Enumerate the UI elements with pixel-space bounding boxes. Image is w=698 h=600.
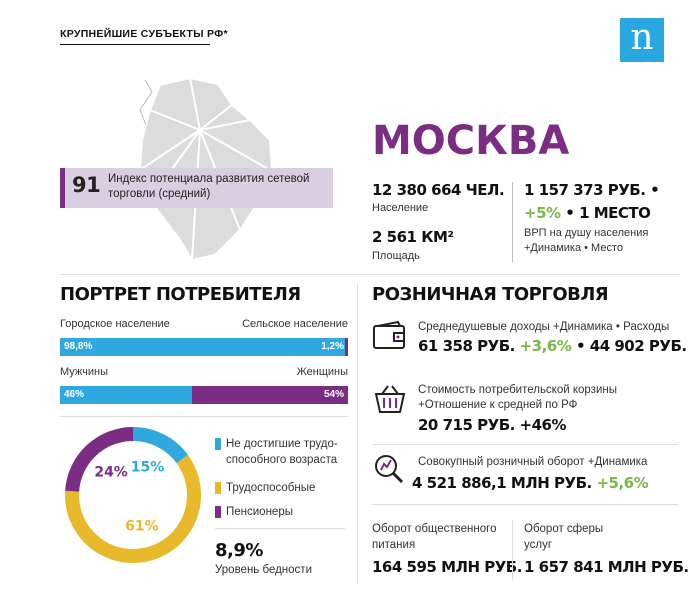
basket-label: Стоимость потребительской корзины — [418, 384, 617, 396]
turnover-label: Совокупный розничный оборот +Динамика — [418, 456, 648, 468]
poverty-label: Уровень бедности — [215, 564, 312, 576]
catering-label-2: питания — [372, 539, 416, 551]
basket-value: 20 715 РУБ. +46% — [418, 416, 567, 434]
slice-young — [133, 427, 189, 464]
population-value: 12 380 664 ЧЕЛ. — [372, 181, 505, 199]
population-label: Население — [372, 202, 429, 214]
urban-pct: 98,8% — [64, 341, 93, 352]
index-value: 91 — [72, 173, 101, 197]
catering-value: 164 595 МЛН РУБ. — [372, 558, 522, 576]
index-label: Индекс потенциала развития сетевой торго… — [108, 173, 310, 200]
column-divider — [357, 284, 358, 584]
poverty-value: 8,9% — [215, 540, 263, 561]
basket-label-2: +Отношение к средней по РФ — [418, 399, 578, 411]
legend-young: Не достигшие трудо- способного возраста — [226, 436, 338, 468]
services-value: 1 657 841 МЛН РУБ. — [524, 558, 689, 576]
area-label: Площадь — [372, 250, 420, 262]
grp-place: • 1 МЕСТО — [565, 204, 651, 222]
slice-working — [65, 455, 201, 563]
income-label: Среднедушевые доходы +Динамика • Расходы — [418, 321, 670, 333]
index-box — [60, 168, 333, 208]
female-label: Женщины — [296, 366, 348, 378]
grp-label: ВРП на душу населения — [524, 227, 649, 239]
rural-pct: 1,2% — [321, 341, 344, 352]
area-value: 2 561 КМ² — [372, 228, 454, 246]
turnover-row: 4 521 886,1 МЛН РУБ. +5,6% — [412, 474, 649, 492]
slice-pension — [65, 427, 133, 492]
income-spend: • 44 902 РУБ. — [575, 337, 687, 355]
female-pct: 54% — [323, 389, 344, 400]
legend-divider — [215, 528, 345, 529]
turnover-growth: +5,6% — [596, 474, 649, 492]
slice-label-pension: 24% — [94, 465, 128, 481]
legend-swatch-young — [215, 438, 221, 450]
city-name: МОСКВА — [372, 118, 570, 164]
legend-young-line1: Не достигшие трудо- — [226, 438, 338, 450]
grp-label-2: +Динамика • Место — [524, 242, 623, 254]
grp-growth: +5% — [524, 204, 561, 222]
male-label: Мужчины — [60, 366, 109, 378]
brand-logo: n — [620, 18, 664, 62]
catering-label: Оборот общественного — [372, 523, 497, 535]
retail-divider-2 — [372, 504, 678, 505]
turnover-value: 4 521 886,1 МЛН РУБ. — [412, 474, 592, 492]
magnifier-chart-icon — [375, 455, 404, 484]
legend-pension: Пенсионеры — [226, 506, 293, 518]
slice-label-working: 61% — [125, 519, 159, 535]
male-pct: 46% — [64, 389, 85, 400]
grp-value: 1 157 373 РУБ. • — [524, 181, 660, 199]
income-row: 61 358 РУБ. +3,6% • 44 902 РУБ. — [418, 337, 687, 355]
slice-label-young: 15% — [131, 459, 165, 475]
portrait-divider — [60, 416, 348, 417]
retail-divider-3 — [512, 520, 513, 580]
urban-bar — [60, 338, 345, 356]
income-value: 61 358 РУБ. — [418, 337, 515, 355]
urban-label: Городское население — [60, 318, 170, 330]
basket-icon — [374, 385, 406, 413]
wallet-icon — [373, 320, 405, 349]
stats-divider — [512, 182, 513, 262]
male-bar — [60, 386, 193, 404]
services-label-2: услуг — [524, 539, 553, 551]
legend-swatch-working — [215, 482, 221, 494]
header-rule — [60, 44, 210, 45]
donut-slices — [65, 427, 201, 563]
legend-young-line2: способного возраста — [226, 454, 338, 466]
rural-label: Сельское население — [242, 318, 348, 330]
retail-title: РОЗНИЧНАЯ ТОРГОВЛЯ — [372, 284, 609, 305]
retail-divider-1 — [372, 444, 678, 445]
income-growth: +3,6% — [519, 337, 572, 355]
grp-line-2: +5% • 1 МЕСТО — [524, 204, 651, 222]
services-label: Оборот сферы — [524, 523, 604, 535]
age-donut-chart: 15% 61% 24% — [65, 427, 201, 563]
legend-working: Трудоспособные — [226, 482, 316, 494]
section-divider — [60, 274, 680, 275]
header-label: КРУПНЕЙШИЕ СУБЪЕКТЫ РФ* — [60, 28, 228, 40]
index-accent — [60, 168, 65, 208]
legend-swatch-pension — [215, 506, 221, 518]
portrait-title: ПОРТРЕТ ПОТРЕБИТЕЛЯ — [60, 284, 301, 305]
